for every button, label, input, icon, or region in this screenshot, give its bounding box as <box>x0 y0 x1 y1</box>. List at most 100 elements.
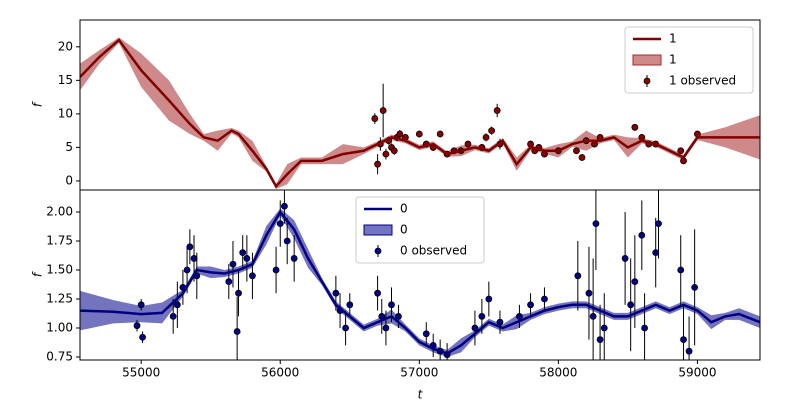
observed-point <box>133 322 141 330</box>
legend-label: 0 observed <box>400 244 467 258</box>
observed-point <box>482 133 490 141</box>
y-tick-label: 0 <box>65 173 73 187</box>
observed-point <box>578 154 586 161</box>
observed-point <box>485 295 493 303</box>
observed-point <box>574 272 582 280</box>
y-axis-label: f <box>31 101 45 107</box>
observed-point <box>225 278 233 286</box>
legend-label: 0 <box>400 202 408 216</box>
y-tick-label: 20 <box>58 39 73 53</box>
plot-area <box>80 37 760 189</box>
observed-point <box>596 336 604 343</box>
observed-point <box>239 249 247 257</box>
x-tick-label: 56000 <box>261 366 299 380</box>
observed-point <box>374 160 381 168</box>
legend-label: 1 observed <box>669 74 736 88</box>
observed-point <box>600 324 608 332</box>
observed-point <box>173 301 181 309</box>
observed-point <box>272 266 280 274</box>
legend: 1 1 1 observed <box>624 26 754 94</box>
observed-point <box>137 301 145 309</box>
plot-area <box>80 190 760 360</box>
x-tick-label: 59000 <box>678 366 716 380</box>
observed-point <box>290 255 298 262</box>
observed-point <box>541 150 548 158</box>
observed-point <box>276 220 284 228</box>
observed-point <box>169 312 177 320</box>
observed-point <box>379 107 387 114</box>
observed-point <box>371 115 379 122</box>
observed-point <box>332 289 340 297</box>
y-tick-label: 15 <box>58 73 73 87</box>
legend-swatch <box>374 247 382 255</box>
observed-point <box>493 107 501 114</box>
observed-point <box>390 147 398 155</box>
legend-box <box>355 196 485 264</box>
x-tick-label: 58000 <box>539 366 577 380</box>
observed-point <box>694 130 701 138</box>
observed-point <box>243 255 251 262</box>
observed-point <box>346 301 354 309</box>
y-tick-label: 0.75 <box>46 349 73 363</box>
observed-point <box>621 255 629 262</box>
observed-point <box>591 140 598 148</box>
legend-label: 1 <box>669 53 677 67</box>
y-tick-label: 1.25 <box>46 292 73 306</box>
axes-frame <box>79 189 761 361</box>
observed-point <box>641 324 648 332</box>
observed-point <box>233 328 241 335</box>
observed-point <box>516 312 523 320</box>
observed-point <box>541 295 548 303</box>
observed-point <box>627 301 635 309</box>
mean-line <box>80 38 760 189</box>
observed-point <box>388 301 395 309</box>
observed-point <box>382 150 390 158</box>
observed-point <box>139 333 146 341</box>
legend-swatch <box>363 224 393 236</box>
y-tick-label: 2.00 <box>46 205 73 219</box>
observed-point <box>436 130 444 138</box>
y-tick-label: 10 <box>58 106 73 120</box>
observed-point <box>422 330 430 338</box>
observed-point <box>527 301 534 309</box>
legend-label: 0 <box>400 223 408 237</box>
x-tick-label: 57000 <box>400 366 438 380</box>
observed-point <box>190 255 198 262</box>
observed-point <box>680 336 687 343</box>
observed-point <box>235 289 242 297</box>
observed-point <box>229 260 237 268</box>
confidence-band <box>80 37 760 189</box>
observed-point <box>342 324 350 332</box>
observed-point <box>496 318 504 326</box>
observed-point <box>652 249 660 257</box>
observed-point <box>396 130 404 138</box>
y-axis-label: f <box>31 271 45 277</box>
observed-point <box>691 284 699 291</box>
observed-point <box>677 266 685 274</box>
observed-point <box>471 324 479 332</box>
observed-point <box>382 324 390 332</box>
observed-point <box>573 147 580 155</box>
observed-point <box>183 266 191 274</box>
legend-swatch <box>632 54 662 66</box>
mean-line <box>80 209 760 355</box>
observed-point <box>415 130 423 138</box>
observed-point <box>585 289 593 297</box>
y-tick-label: 1.00 <box>46 320 73 334</box>
y-tick-label: 5 <box>65 140 73 154</box>
observed-point <box>374 289 381 297</box>
observed-point <box>281 202 288 210</box>
legend-label: 1 <box>669 32 677 46</box>
legend: 0 0 0 observed <box>355 196 485 264</box>
y-tick-label: 1.50 <box>46 263 73 277</box>
legend-swatch <box>643 77 651 85</box>
observed-point <box>478 312 486 320</box>
observed-point <box>685 347 693 355</box>
observed-point <box>589 312 597 320</box>
x-tick-label: 55000 <box>122 366 160 380</box>
observed-point <box>395 312 402 320</box>
observed-point <box>592 220 600 228</box>
observed-point <box>631 278 639 286</box>
observed-point <box>186 243 194 251</box>
